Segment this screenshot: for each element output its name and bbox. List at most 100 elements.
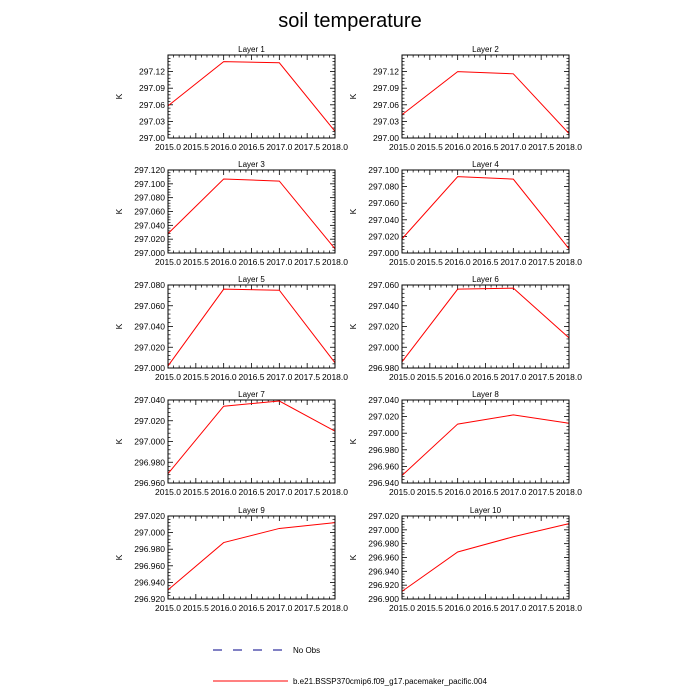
legend-label-model-run: b.e21.BSSP370cmip6.f09_g17.pacemaker_pac… [293,677,487,686]
y-tick-label: 297.09 [373,83,399,93]
series-line [401,176,570,250]
x-tick-label: 2016.0 [445,603,471,613]
x-tick-label: 2016.5 [239,142,265,152]
plot-frame [167,515,336,600]
y-tick-label: 297.040 [368,215,399,225]
x-tick-label: 2015.0 [155,257,181,267]
y-tick-label: 297.100 [368,165,399,175]
x-tick-label: 2018.0 [556,603,582,613]
x-minor-ticks [407,516,564,599]
x-tick-label: 2017.5 [528,257,554,267]
x-tick-label: 2017.0 [500,257,526,267]
y-tick-label: 297.040 [368,395,399,405]
x-minor-ticks [407,55,564,138]
x-tick-label: 2015.0 [155,372,181,382]
y-tick-label: 297.060 [134,301,165,311]
x-tick-label: 2016.5 [473,603,499,613]
x-tick-label: 2016.0 [445,142,471,152]
x-tick-label: 2016.0 [445,257,471,267]
x-tick-label: 2015.0 [389,603,415,613]
plot-frame [401,284,570,369]
x-minor-ticks [173,55,330,138]
y-axis-label: K [114,323,124,329]
y-tick-label: 297.060 [368,198,399,208]
y-minor-ticks [168,288,335,365]
x-minor-ticks [173,170,330,253]
y-tick-label: 297.000 [368,525,399,535]
plot-frame [401,54,570,139]
x-tick-label: 2015.5 [183,487,209,497]
y-tick-label: 297.060 [368,280,399,290]
x-tick-label: 2015.0 [155,142,181,152]
figure-title: soil temperature [278,10,421,32]
x-tick-label: 2018.0 [556,257,582,267]
y-tick-label: 297.100 [134,179,165,189]
y-axis-label: K [348,323,358,329]
x-tick-label: 2016.5 [473,372,499,382]
x-tick-label: 2015.5 [417,487,443,497]
x-tick-label: 2017.5 [528,372,554,382]
x-tick-label: 2016.0 [211,142,237,152]
y-axis-label: K [114,93,124,99]
y-tick-label: 297.080 [134,280,165,290]
y-tick-label: 296.960 [134,561,165,571]
x-tick-label: 2017.5 [294,603,320,613]
x-tick-label: 2017.5 [294,142,320,152]
y-tick-label: 297.000 [134,248,165,258]
x-tick-label: 2016.5 [239,372,265,382]
y-tick-label: 297.080 [368,182,399,192]
x-tick-label: 2015.5 [417,603,443,613]
x-tick-label: 2015.0 [389,142,415,152]
x-tick-label: 2018.0 [322,487,348,497]
x-tick-label: 2017.5 [528,142,554,152]
x-tick-label: 2017.0 [500,487,526,497]
plot-frame [401,515,570,600]
y-tick-label: 297.040 [134,395,165,405]
y-tick-label: 297.060 [134,207,165,217]
x-tick-label: 2015.5 [417,142,443,152]
x-tick-label: 2015.0 [155,603,181,613]
y-minor-ticks [402,518,569,597]
y-axis-label: K [114,208,124,214]
x-minor-ticks [407,285,564,368]
y-axis-label: K [348,554,358,560]
legend-item-no-obs: No Obs [213,646,320,655]
plot-frame [401,169,570,254]
series-line [167,178,336,250]
x-tick-label: 2017.0 [266,372,292,382]
y-tick-label: 296.980 [134,544,165,554]
x-tick-label: 2017.0 [500,372,526,382]
y-tick-label: 296.980 [368,445,399,455]
y-axis-label: K [114,438,124,444]
legend: No Obs b.e21.BSSP370cmip6.f09_g17.pacema… [213,646,487,686]
x-tick-label: 2017.0 [500,142,526,152]
y-axis-label: K [348,438,358,444]
x-tick-label: 2016.5 [239,603,265,613]
x-tick-label: 2018.0 [322,603,348,613]
y-tick-label: 297.020 [368,231,399,241]
y-axis-label: K [348,93,358,99]
y-tick-label: 297.12 [373,67,399,77]
y-tick-label: 296.960 [368,553,399,563]
panel-title: Layer 2 [472,45,499,54]
x-tick-label: 2017.0 [266,142,292,152]
x-tick-label: 2015.5 [417,257,443,267]
y-minor-ticks [402,402,569,481]
plot-frame [401,399,570,484]
x-tick-label: 2018.0 [322,372,348,382]
legend-item-model-run: b.e21.BSSP370cmip6.f09_g17.pacemaker_pac… [213,677,487,686]
y-tick-label: 296.920 [368,580,399,590]
y-tick-label: 297.020 [134,234,165,244]
y-tick-label: 297.080 [134,193,165,203]
x-tick-label: 2015.0 [389,257,415,267]
y-tick-label: 297.03 [139,116,165,126]
y-axis-label: K [348,208,358,214]
